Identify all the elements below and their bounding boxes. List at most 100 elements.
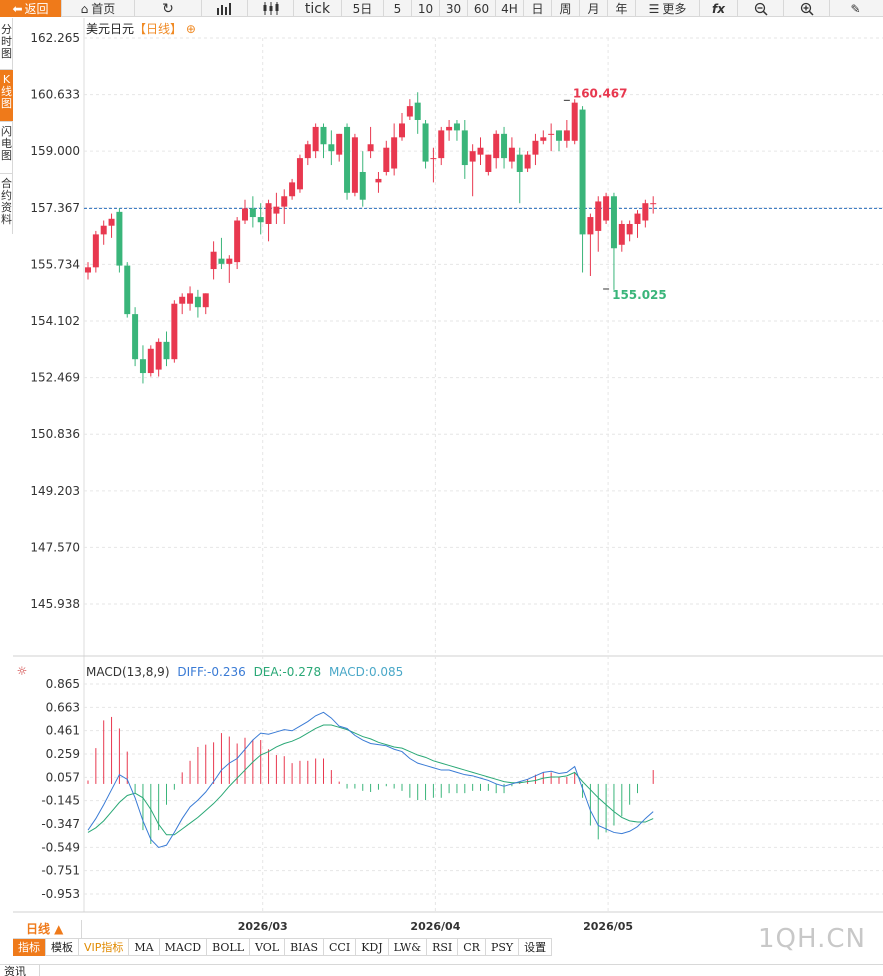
bar-chart-button[interactable] xyxy=(202,0,248,17)
indicator-tab[interactable]: CR xyxy=(458,939,486,956)
indicator-tab[interactable]: 指标 xyxy=(13,939,46,956)
macd-diff-value: DIFF:-0.236 xyxy=(177,665,246,679)
indicator-tab[interactable]: 设置 xyxy=(519,939,553,956)
candle-body xyxy=(132,314,139,360)
indicator-tab[interactable]: VOL xyxy=(250,939,286,956)
watermark: 1QH.CN xyxy=(758,924,866,954)
macd-tick-label: -0.549 xyxy=(41,840,80,854)
period-year[interactable]: 年 xyxy=(608,0,636,17)
candle-body xyxy=(210,251,217,270)
period-tag: 【日线】 xyxy=(134,22,183,36)
annotation-layer: 160.467 155.025 xyxy=(563,86,667,302)
candle-body xyxy=(242,208,248,221)
candle-body xyxy=(202,293,209,308)
candle-body xyxy=(438,130,445,159)
candle-body xyxy=(556,130,562,141)
candle-body xyxy=(124,265,131,315)
candle-body xyxy=(155,341,162,370)
candle-body xyxy=(359,171,366,200)
period-5min[interactable]: 5 xyxy=(384,0,412,17)
period-day[interactable]: 日 xyxy=(524,0,552,17)
candlestick-icon xyxy=(263,2,278,15)
candle-body xyxy=(469,151,476,162)
tick-button[interactable]: tick xyxy=(294,0,342,17)
footer-divider xyxy=(40,964,883,965)
candle-body xyxy=(532,140,539,155)
candle-body xyxy=(642,203,649,221)
candle-body xyxy=(634,213,641,224)
chart-title: 美元日元【日线】 ⊕ xyxy=(86,22,196,36)
candle-body xyxy=(524,154,531,169)
candle-body xyxy=(296,158,303,190)
side-tab-contract[interactable]: 合约资料 xyxy=(1,177,12,226)
period-60min[interactable]: 60 xyxy=(468,0,496,17)
indicator-tab[interactable]: KDJ xyxy=(356,939,389,956)
indicator-tab[interactable]: CCI xyxy=(324,939,357,956)
candle-body xyxy=(461,130,468,166)
grid-layer xyxy=(13,18,883,913)
refresh-icon: ↻ xyxy=(162,0,174,17)
expand-icon[interactable]: ⊕ xyxy=(185,22,196,36)
macd-tick-label: 0.461 xyxy=(46,724,80,738)
indicator-tab[interactable]: PSY xyxy=(486,939,520,956)
draw-button[interactable]: ✎ xyxy=(830,0,881,17)
indicator-tab[interactable]: RSI xyxy=(427,939,459,956)
date-tick-label: 2026/03 xyxy=(238,920,288,933)
macd-tick-label: 0.057 xyxy=(46,770,80,784)
indicator-tab[interactable]: 模板 xyxy=(46,939,79,956)
candle-body xyxy=(485,154,492,172)
zoom-out-icon xyxy=(754,2,768,16)
candle-body xyxy=(139,359,146,374)
footer-tab-news[interactable]: 资讯 xyxy=(0,964,40,976)
candlestick-button[interactable] xyxy=(248,0,294,17)
candles-layer xyxy=(85,92,657,384)
macd-tick-label: -0.751 xyxy=(41,864,80,878)
indicator-tab[interactable]: MACD xyxy=(160,939,208,956)
side-tab-kline[interactable]: K线图 xyxy=(0,70,13,122)
price-tick-label: 155.734 xyxy=(30,257,80,271)
top-toolbar: ⬅ 返回 ⌂ 首页 ↻ tick 5日 5 10 30 60 4H 日 周 月 … xyxy=(0,0,883,17)
back-button[interactable]: ⬅ 返回 xyxy=(0,0,62,17)
macd-tick-label: -0.347 xyxy=(41,817,80,831)
period-10min[interactable]: 10 xyxy=(412,0,440,17)
period-4h[interactable]: 4H xyxy=(496,0,524,17)
candle-body xyxy=(579,109,586,235)
candle-body xyxy=(540,137,547,141)
candle-body xyxy=(351,137,358,193)
formula-button[interactable]: fx xyxy=(700,0,738,17)
candle-body xyxy=(626,223,633,235)
indicator-tabs: 指标 模板 VIP指标 MA MACD BOLL VOL BIAS CCI KDJ LW& RSI CR… xyxy=(13,938,553,956)
refresh-button[interactable]: ↻ xyxy=(135,0,202,17)
candle-body xyxy=(414,102,421,120)
home-button[interactable]: ⌂ 首页 xyxy=(62,0,135,17)
candle-body xyxy=(508,147,515,162)
side-tab-flash[interactable]: 闪电图 xyxy=(0,122,13,174)
candle-body xyxy=(493,133,500,159)
candle-body xyxy=(273,206,280,214)
period-month[interactable]: 月 xyxy=(580,0,608,17)
candle-body xyxy=(116,211,123,266)
zoom-in-button[interactable] xyxy=(784,0,830,17)
period-5day[interactable]: 5日 xyxy=(342,0,384,17)
candle-body xyxy=(446,126,453,131)
more-button[interactable]: ☰ 更多 xyxy=(636,0,700,17)
zoom-out-button[interactable] xyxy=(738,0,784,17)
indicator-tab[interactable]: BIAS xyxy=(285,939,324,956)
candle-body xyxy=(375,178,382,183)
side-tab-timeshare[interactable]: 分时图 xyxy=(0,18,13,70)
candle-body xyxy=(218,258,225,264)
period-30min[interactable]: 30 xyxy=(440,0,468,17)
indicator-tab[interactable]: BOLL xyxy=(207,939,250,956)
period-dropdown-button[interactable]: 日线 ▲ xyxy=(14,920,82,938)
macd-tick-label: 0.865 xyxy=(46,677,80,691)
indicator-tab[interactable]: MA xyxy=(129,939,160,956)
price-tick-label: 150.836 xyxy=(30,427,80,441)
candle-body xyxy=(304,144,311,159)
candle-body xyxy=(453,123,460,131)
macd-header: MACD(13,8,9) DIFF:-0.236 DEA:-0.278 MACD… xyxy=(86,665,403,679)
period-week[interactable]: 周 xyxy=(552,0,580,17)
indicator-tab[interactable]: VIP指标 xyxy=(79,939,130,956)
candle-body xyxy=(265,203,272,224)
indicator-tab[interactable]: LW& xyxy=(389,939,428,956)
